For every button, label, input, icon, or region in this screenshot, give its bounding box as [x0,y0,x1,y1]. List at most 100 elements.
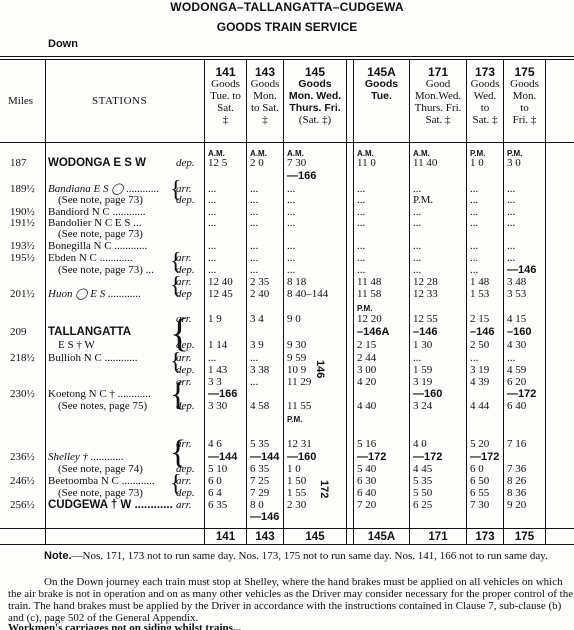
time-cell: —146 [250,511,280,523]
miles-header: Miles [8,95,34,107]
time-cell: 9 30 [287,339,307,351]
time-cell: ... [357,217,366,229]
brace: { [170,177,182,203]
time-cell: ... [287,194,296,206]
arr-dep-label: arr. [176,276,192,288]
time-cell: 5 35 [413,475,433,487]
col-rule [545,59,546,544]
time-cell: P.M. [287,415,303,424]
footer-train-number: 173 [475,531,495,543]
time-cell: 11 48 [357,276,382,288]
header-rule [0,142,574,143]
arr-dep-label: arr. [176,252,192,264]
brace: { [170,434,187,471]
arr-dep-label: dep. [176,463,195,475]
time-cell: 6 35 [208,499,228,511]
time-cell: ... [470,352,479,364]
time-cell: ... [208,264,217,276]
time-cell: 12 28 [413,276,438,288]
time-cell: 7 30 [287,157,307,169]
col-rule [283,59,284,544]
train-header-number: 171 [427,65,449,79]
time-cell: ... [507,217,516,229]
station-name: (See note, page 73) [58,228,143,240]
brace: { [170,310,190,355]
time-cell: 2 40 [250,288,270,300]
time-cell: 12 55 [413,313,438,325]
time-cell: ... [250,194,259,206]
train-header-175: 175 Goods Mon. to Fri. ‡ [504,66,545,126]
time-cell: 2 15 [470,313,490,325]
time-cell: 5 50 [413,487,433,499]
train-header-line: Thurs. Fri. [414,102,462,114]
note-3: Workmen's carriages not on siding whilst… [8,622,242,630]
train-header-number: 175 [514,65,535,79]
station-name: Bandiana E S ◯ ............ [48,183,160,195]
time-cell: 11 58 [357,288,382,300]
train-header-line: ‡ [222,114,229,126]
time-cell: A.M. [287,149,304,158]
miles-cell: 190½ [10,206,35,218]
note-label: Note. [44,550,72,562]
train-header-number: 173 [474,65,496,79]
train-header-line: Sat. [217,102,234,114]
arr-dep-label: arr. [176,376,192,388]
station-name: (See notes, page 75) [58,400,148,412]
arr-dep-label: dep. [176,264,195,276]
time-cell: 5 40 [357,463,377,475]
arr-dep-label: dep. [176,339,195,351]
train-header-171: 171 Good Mon.Wed. Thurs. Fri. Sat. ‡ [410,66,466,126]
time-cell: 9 20 [507,499,527,511]
time-cell: ... [250,252,259,264]
time-cell: —160 [287,451,317,463]
time-cell: ... [287,217,296,229]
time-cell: 3 38 [250,364,270,376]
station-name: Bandolier N C E S ... [48,217,142,229]
time-cell: 4 59 [507,364,527,376]
station-name: Ebden N C ............ [48,252,133,264]
time-cell: 12 20 [357,313,382,325]
footer-train-number: 145 [305,531,325,543]
footer-bottom-rule [0,544,574,545]
time-cell: ... [470,252,479,264]
time-cell: ... [413,264,422,276]
time-cell: 2 35 [250,276,270,288]
train-header-line: Good [425,78,451,90]
time-cell: 2 0 [250,157,264,169]
time-cell: 3 9 [250,339,264,351]
train-header-line: Goods [298,78,332,90]
time-cell: 11 0 [357,157,376,169]
time-cell: ... [357,194,366,206]
footer-train-number: 175 [514,531,535,543]
time-cell: 3 0 [507,157,521,169]
train-header-line: Mon. [253,90,277,102]
time-cell: P.M. [470,149,486,158]
station-name: (See note, page 73) ... [58,264,154,276]
train-header-line: to [520,102,529,114]
train-header-line: Fri. ‡ [512,114,537,126]
train-header-line: to Sat. [250,102,280,114]
train-header-145: 145 Goods Mon. Wed. Thurs. Fri. (Sat. ‡) [284,66,346,126]
train-header-line: ‡ [262,114,268,126]
time-cell: 12 45 [208,288,233,300]
time-cell: 5 16 [357,438,377,450]
time-cell: ... [208,183,217,195]
table-top-rule-2 [0,59,574,60]
time-cell: ... [287,183,296,195]
time-cell: 12 40 [208,276,233,288]
brace: { [170,376,187,413]
time-cell: —172 [470,451,500,463]
time-cell: 3 19 [470,364,490,376]
time-cell: 4 6 [208,438,222,450]
station-name: (See note, page 73) [58,487,143,499]
train-header-line: Wed. [473,90,497,102]
time-cell: 4 0 [413,438,427,450]
time-cell: 1 14 [208,339,228,351]
time-cell: 4 45 [413,463,433,475]
time-cell: A.M. [208,149,225,158]
time-cell: 1 48 [470,276,490,288]
time-cell: —160 [413,388,443,400]
time-cell: 2 30 [287,499,307,511]
time-cell: 8 40–144 [287,288,329,300]
col-rule [246,59,247,544]
